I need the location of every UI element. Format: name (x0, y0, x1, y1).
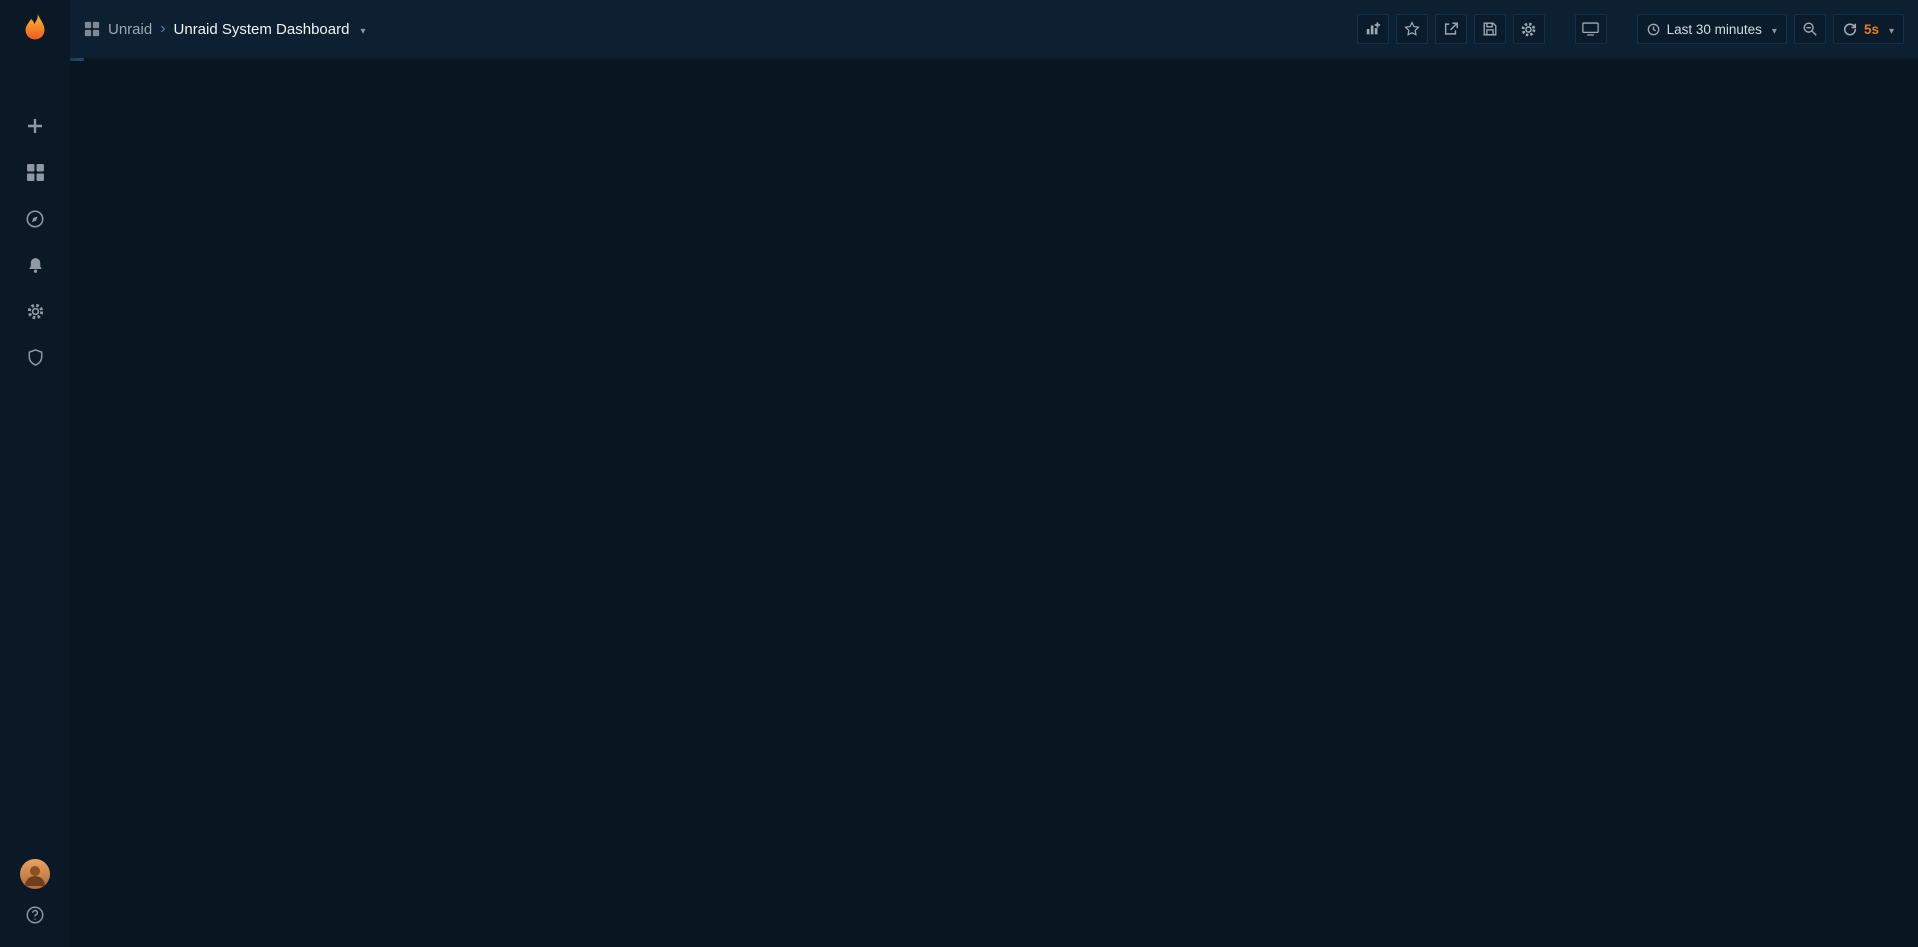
star-icon (1403, 21, 1420, 36)
page-scrollbar (76, 58, 84, 61)
caret-down-icon[interactable] (357, 21, 365, 38)
sidebar (0, 0, 70, 947)
dashboard-settings-button[interactable] (1512, 14, 1545, 44)
navbar-actions: Last 30 minutes 5s (1356, 14, 1904, 44)
top-navbar: Unraid › Unraid System Dashboard (70, 0, 1918, 58)
share-button[interactable] (1434, 14, 1467, 44)
dashboard-title[interactable]: Unraid System Dashboard (173, 20, 350, 38)
caret-down-icon (1886, 22, 1894, 37)
refresh-icon (1843, 23, 1856, 36)
zoom-out-button[interactable] (1793, 14, 1826, 44)
alerting-bell-icon[interactable] (26, 256, 45, 275)
user-avatar[interactable] (20, 859, 50, 889)
dashboards-icon[interactable] (26, 163, 45, 182)
avatar-image (20, 859, 50, 889)
refresh-interval-label: 5s (1863, 21, 1879, 37)
zoom-out-icon (1803, 22, 1817, 36)
star-button[interactable] (1395, 14, 1428, 44)
time-range-picker[interactable]: Last 30 minutes (1636, 14, 1787, 44)
help-icon[interactable] (25, 905, 45, 925)
dashboard-grid-icon (84, 21, 100, 37)
create-icon[interactable] (25, 116, 45, 136)
gear-icon (1521, 22, 1536, 36)
breadcrumb-folder[interactable]: Unraid (108, 20, 153, 38)
grafana-logo[interactable] (0, 10, 70, 46)
grafana-flame-icon (25, 12, 45, 40)
save-icon (1483, 22, 1497, 36)
tv-icon (1582, 22, 1599, 36)
refresh-button[interactable]: 5s (1832, 14, 1904, 44)
add-panel-button[interactable] (1356, 14, 1389, 44)
breadcrumb: Unraid › Unraid System Dashboard (84, 20, 365, 38)
configuration-gear-icon[interactable] (26, 302, 45, 321)
share-icon (1444, 22, 1458, 35)
server-admin-shield-icon[interactable] (26, 348, 45, 367)
explore-icon[interactable] (25, 209, 45, 229)
add-panel-icon (1366, 22, 1380, 35)
breadcrumb-separator: › (160, 20, 166, 37)
cycle-view-button[interactable] (1574, 14, 1607, 44)
clock-icon (1647, 23, 1659, 35)
save-button[interactable] (1473, 14, 1506, 44)
time-range-label: Last 30 minutes (1666, 21, 1762, 37)
caret-down-icon (1769, 22, 1777, 37)
dashboard-canvas: kWh Price 0.65 Currency kr UPS Max Outpu… (70, 58, 84, 61)
